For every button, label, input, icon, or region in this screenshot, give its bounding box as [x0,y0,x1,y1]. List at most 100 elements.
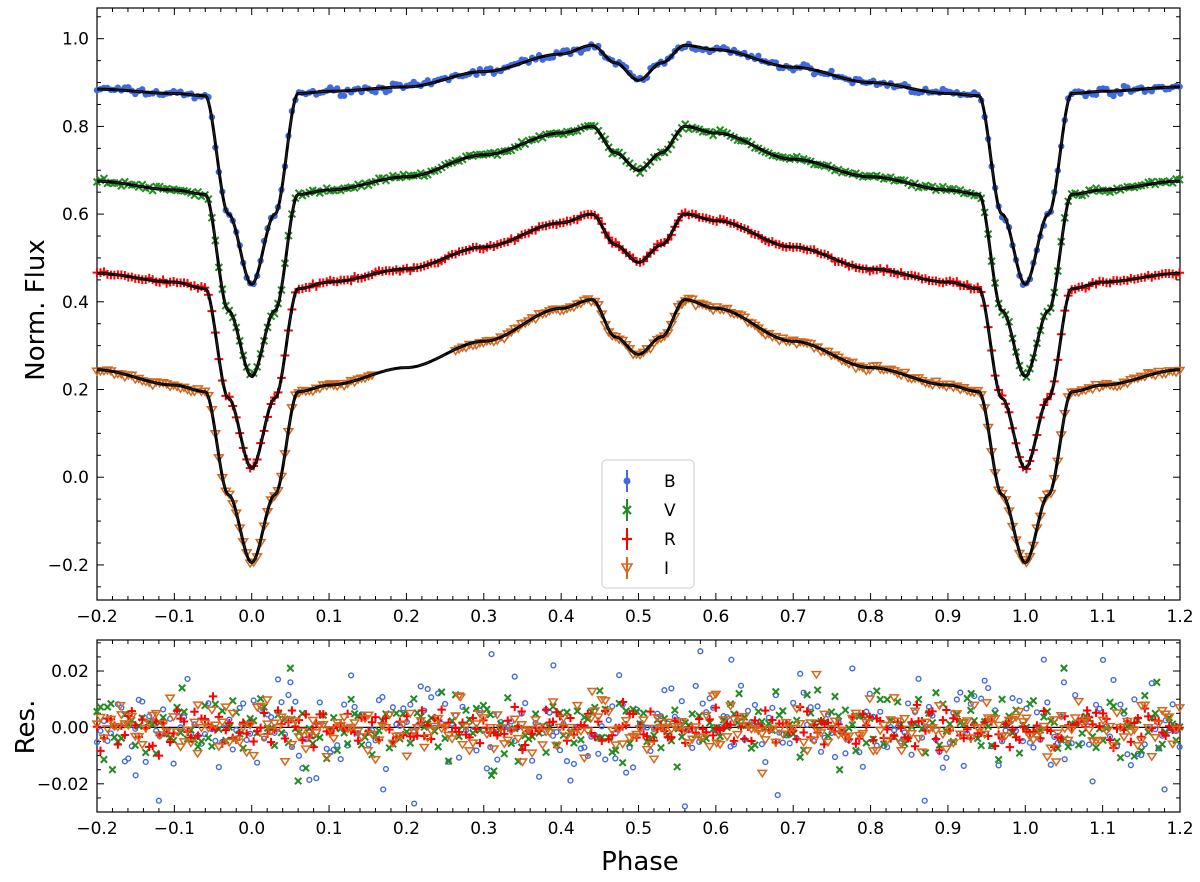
residual-point-r [719,723,728,733]
residual-point-b [1019,737,1027,745]
residual-point-r [1039,706,1049,716]
residual-point-i [248,751,260,761]
residual-point-i [328,734,340,744]
residual-point-r [437,705,446,714]
residual-point-i [961,717,973,726]
residual-point-i [895,739,907,749]
residual-point-i [620,717,632,726]
x-tick-label: 0.4 [548,607,575,627]
residual-point-b [1047,761,1054,768]
residual-point-r [273,706,283,715]
residual-point-r [1098,709,1108,718]
residual-point-i [488,745,500,754]
x-axis-label-phase: Phase [601,847,679,877]
residual-point-i [411,724,423,733]
residual-point-b [240,700,247,707]
residual-outlier-i [454,693,467,702]
y-axis-label-flux: Norm. Flux [21,239,51,381]
residual-point-i [509,715,521,724]
residual-point-i [1017,718,1029,727]
residual-point-i [644,741,657,750]
residual-outlier-b [380,786,387,793]
residual-outlier-b [287,679,294,686]
x-tick-label: 0.3 [470,607,497,627]
residual-point-v [409,694,418,703]
residual-point-i [526,749,538,758]
residual-outlier-i [895,747,908,756]
residual-outlier-i [191,749,204,759]
residual-point-r [726,720,735,729]
residual-point-b [1131,696,1138,703]
residual-point-i [634,725,646,734]
residual-point-i [115,711,127,720]
legend-label-b: B [664,472,676,492]
residual-point-i [1052,729,1064,738]
y-tick-label: 1.0 [62,30,89,50]
residual-outlier-b [132,772,139,779]
x-tick-label: 0.0 [238,607,265,627]
residual-point-v [131,741,140,750]
residual-point-v [301,764,310,773]
residual-outlier-v [1152,678,1161,687]
residual-point-i [871,746,883,756]
residual-point-i [860,719,872,728]
legend-label-i: I [664,559,669,579]
residual-point-b [605,716,612,724]
residual-point-b [581,744,588,751]
residual-point-b [609,703,616,710]
residual-point-b [776,729,783,736]
residual-point-i [1100,727,1113,736]
residual-point-r [729,736,739,746]
residual-point-i [822,738,834,748]
residual-point-r [883,725,892,734]
residual-outlier-b [488,650,495,658]
residual-outlier-b [921,797,928,804]
residual-point-i [564,723,577,733]
data-point-i [1038,497,1050,506]
residual-point-b [817,748,825,755]
residual-outlier-r [1082,706,1092,715]
residual-point-i [770,738,782,748]
residual-point-b [957,689,964,696]
residual-point-r [190,707,199,716]
residual-point-b [769,704,776,711]
x-tick-label: 0.4 [548,819,575,839]
residual-point-i [818,710,831,720]
residual-point-b [1117,701,1124,708]
residual-point-i [317,720,329,730]
residual-point-i [439,723,451,732]
residual-point-v [141,748,150,757]
residual-point-i [1146,752,1158,762]
residual-point-i [477,714,489,723]
residual-point-v [503,693,512,702]
residual-point-i [836,726,848,736]
residual-point-i [349,719,361,728]
residual-point-b [915,675,922,682]
residual-point-v [583,715,592,723]
residual-point-i [380,723,392,733]
residual-point-i [561,732,573,742]
residual-point-v [803,690,812,699]
residual-point-i [1163,713,1175,722]
residual-outlier-i [648,755,660,764]
residual-point-i [422,734,434,743]
residual-point-i [296,727,308,737]
residual-point-b [595,750,602,757]
residual-point-i [516,721,528,730]
residual-point-i [1107,742,1120,751]
residual-point-i [321,752,333,762]
residual-point-i [777,730,789,739]
residual-point-v [813,686,822,694]
x-tick-label: 0.6 [702,607,729,627]
residual-point-b [1061,756,1068,763]
residual-point-r [367,717,377,727]
residual-point-i [122,721,134,731]
residual-point-b [1099,656,1107,664]
residual-point-r [646,707,655,716]
residual-point-i [999,732,1012,741]
residual-point-r [1095,722,1104,731]
residual-point-v [204,733,213,742]
residual-point-v [1029,696,1038,705]
residual-point-b [758,741,765,748]
residual-point-v [469,729,477,738]
